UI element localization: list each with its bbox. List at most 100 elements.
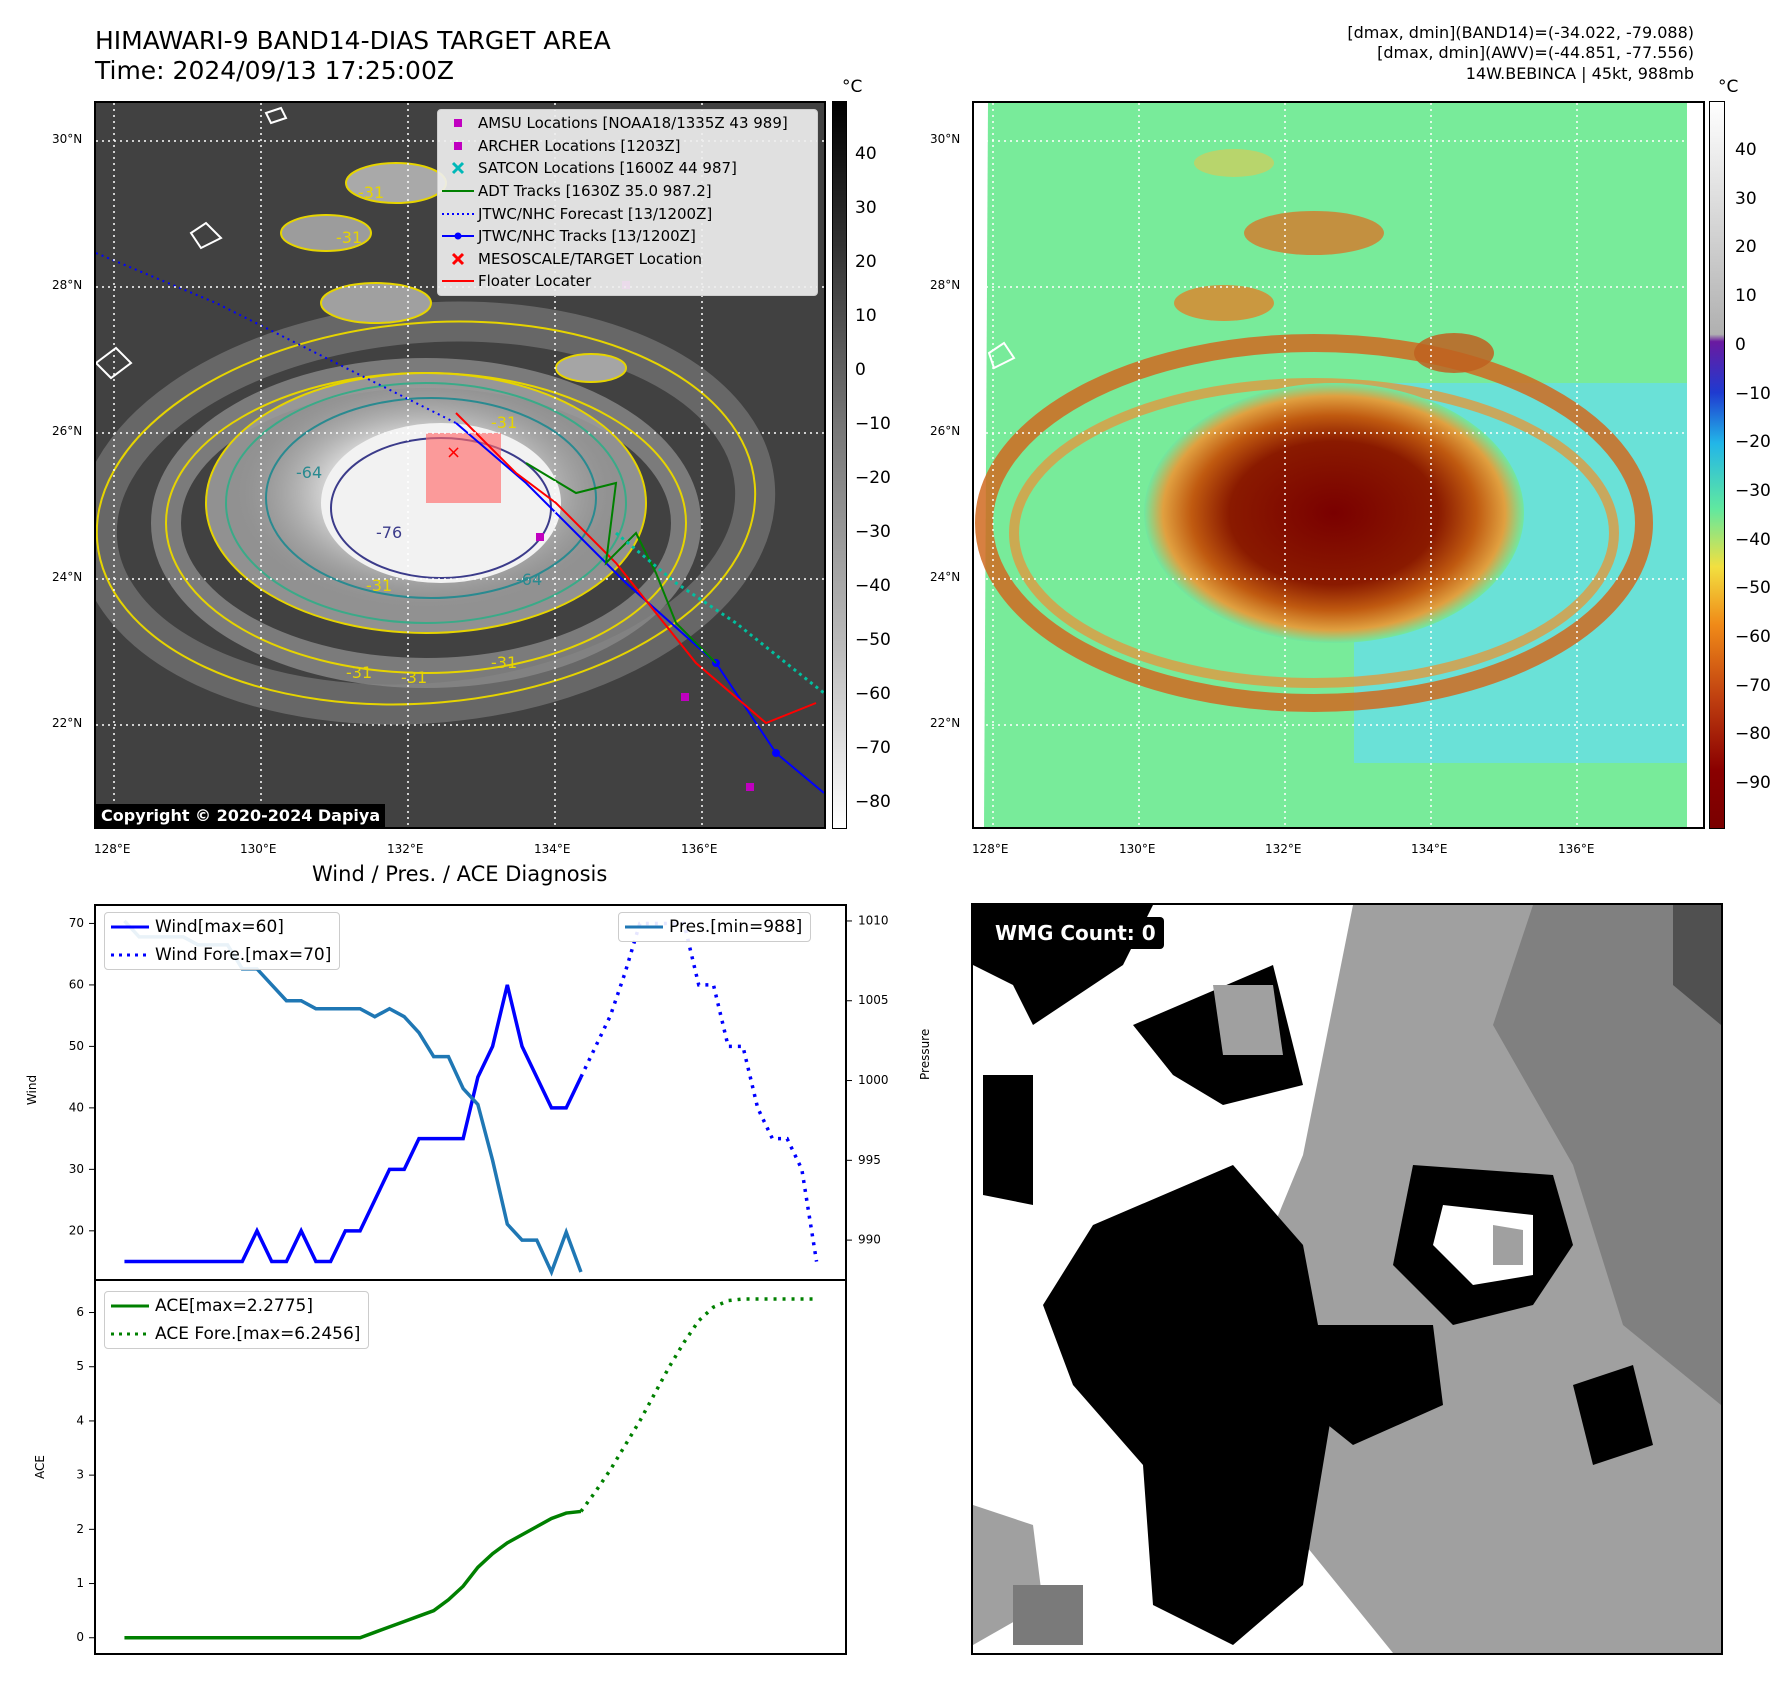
- legend-symbol-icon: [438, 157, 478, 179]
- contour-label: -31: [346, 663, 372, 682]
- lat-tick: 24°N: [930, 570, 961, 584]
- series-line-0-1: [579, 921, 819, 1262]
- lat-tick: 26°N: [930, 424, 961, 438]
- colorbar-tick: −30: [855, 522, 891, 542]
- colorbar-tick: 10: [855, 306, 877, 326]
- colorbar-tick: −60: [1735, 627, 1771, 647]
- pressure-tick-label: 1000: [858, 1073, 889, 1087]
- pressure-tick-label: 1010: [858, 913, 889, 927]
- contour-label: -64: [516, 570, 542, 589]
- colorbar-tick: −10: [855, 414, 891, 434]
- contour-label: -76: [376, 523, 402, 542]
- legend-label: MESOSCALE/TARGET Location: [478, 249, 703, 268]
- lon-tick: 132°E: [387, 842, 424, 856]
- svg-text:×: ×: [446, 442, 461, 463]
- pressure-tick-label: 995: [858, 1153, 881, 1167]
- legend-item-ace: ACE[max=2.2775]: [105, 1292, 368, 1320]
- ace-tick-label: 4: [76, 1413, 84, 1427]
- lat-tick: 24°N: [52, 570, 83, 584]
- colorbar-tick: −20: [855, 468, 891, 488]
- wmg-count-label: WMG Count: 0: [987, 917, 1164, 949]
- legend-label: ACE Fore.[max=6.2456]: [155, 1324, 361, 1344]
- legend-symbol-icon: [438, 270, 478, 292]
- legend-item-ace-forecast: ACE Fore.[max=6.2456]: [105, 1320, 368, 1348]
- colorbar-tick: 0: [1735, 334, 1746, 355]
- colorbar-tick: −70: [1735, 675, 1771, 696]
- wmg-panel: WMG Count: 0: [971, 903, 1723, 1655]
- contour-labels: -31 -31 -64 -76 -31 -64 -31 -31 -31 -31: [296, 183, 542, 687]
- lon-tick: 136°E: [1558, 842, 1595, 856]
- awv-map-panel: [972, 101, 1705, 829]
- legend-symbol-icon: [438, 203, 478, 225]
- copyright-label: Copyright © 2020-2024 Dapiya: [96, 804, 386, 827]
- diagnosis-title: Wind / Pres. / ACE Diagnosis: [312, 862, 608, 886]
- colorbar-tick: 0: [855, 360, 866, 380]
- map-legend: AMSU Locations [NOAA18/1335Z 43 989] ARCH…: [437, 109, 818, 296]
- legend-label: Wind[max=60]: [155, 917, 284, 937]
- legend-symbol-icon: [438, 112, 478, 134]
- lon-tick: 130°E: [1119, 842, 1156, 856]
- time-label: Time: 2024/09/13 17:25:00Z: [95, 56, 454, 85]
- legend-label: ACE[max=2.2775]: [155, 1296, 313, 1316]
- legend-item-pressure: Pres.[min=988]: [619, 913, 810, 941]
- wind-axis-label: Wind: [25, 1075, 39, 1105]
- colorbar-tick: −50: [855, 630, 891, 650]
- colorbar-tick: −10: [1735, 383, 1771, 404]
- lon-tick: 134°E: [1411, 842, 1448, 856]
- legend-label: Pres.[min=988]: [669, 917, 803, 937]
- ir-map-panel: × -31 -31 -64 -76 -31 -64 -31 -31 -31 -3…: [94, 101, 826, 829]
- lon-tick: 136°E: [681, 842, 718, 856]
- colorbar-tick: −40: [855, 576, 891, 596]
- lon-tick: 130°E: [240, 842, 277, 856]
- legend-label: JTWC/NHC Tracks [13/1200Z]: [478, 227, 696, 246]
- legend-item: ADT Tracks [1630Z 35.0 987.2]: [438, 180, 817, 203]
- colorbar-tick: 40: [855, 144, 877, 164]
- legend-label: Wind Fore.[max=70]: [155, 945, 332, 965]
- legend-symbol-icon: [438, 180, 478, 202]
- lat-tick: 28°N: [52, 278, 83, 292]
- legend-item: SATCON Locations [1600Z 44 987]: [438, 157, 817, 180]
- pressure-legend: Pres.[min=988]: [618, 912, 812, 942]
- colorbar-tick: 40: [1735, 140, 1757, 160]
- legend-label: Floater Locater: [478, 272, 592, 291]
- right-colorbar-unit: °C: [1718, 77, 1739, 97]
- wind-tick-label: 40: [69, 1100, 84, 1114]
- lat-tick: 22°N: [52, 716, 83, 730]
- ace-tick-label: 6: [76, 1305, 84, 1319]
- colorbar-tick: 30: [855, 198, 877, 218]
- legend-label: JTWC/NHC Forecast [13/1200Z]: [478, 204, 713, 223]
- legend-item-wind: Wind[max=60]: [105, 913, 339, 941]
- contour-label: -64: [296, 463, 322, 482]
- legend-item: JTWC/NHC Forecast [13/1200Z]: [438, 202, 817, 225]
- chart-title: HIMAWARI-9 BAND14-DIAS TARGET AREA: [95, 26, 611, 55]
- wind-tick-label: 70: [69, 916, 84, 930]
- pressure-tick-label: 990: [858, 1233, 881, 1247]
- lat-tick: 30°N: [52, 132, 83, 146]
- wmg-image: [973, 905, 1721, 1653]
- colorbar-tick: 20: [1735, 237, 1757, 258]
- legend-item: Floater Locater: [438, 270, 817, 293]
- wind-tick-label: 30: [69, 1162, 84, 1176]
- ace-axis-label: ACE: [33, 1455, 47, 1479]
- contour-label: -31: [401, 668, 427, 687]
- legend-item: MESOSCALE/TARGET Location: [438, 248, 817, 271]
- legend-symbol-icon: [438, 225, 478, 247]
- colorbar-tick: −50: [1735, 578, 1771, 599]
- series-line-1-0: [124, 1509, 582, 1640]
- lon-tick: 134°E: [534, 842, 571, 856]
- band14-range-label: [dmax, dmin](BAND14)=(-34.022, -79.088): [1347, 23, 1694, 42]
- colorbar-tick: −80: [1735, 724, 1771, 745]
- legend-label: ARCHER Locations [1203Z]: [478, 136, 681, 155]
- legend-symbol-icon: [438, 248, 478, 270]
- colorbar-tick: 20: [855, 252, 877, 272]
- legend-label: AMSU Locations [NOAA18/1335Z 43 989]: [478, 114, 788, 133]
- legend-symbol-icon: [438, 135, 478, 157]
- legend-item: JTWC/NHC Tracks [13/1200Z]: [438, 225, 817, 248]
- contour-label: -31: [366, 576, 392, 595]
- legend-item: ARCHER Locations [1203Z]: [438, 135, 817, 158]
- ace-tick-label: 5: [76, 1359, 84, 1373]
- colorbar-tick: −90: [1735, 773, 1771, 794]
- contour-label: -31: [491, 413, 517, 432]
- ace-tick-label: 1: [76, 1576, 84, 1590]
- pressure-tick-label: 1005: [858, 993, 889, 1007]
